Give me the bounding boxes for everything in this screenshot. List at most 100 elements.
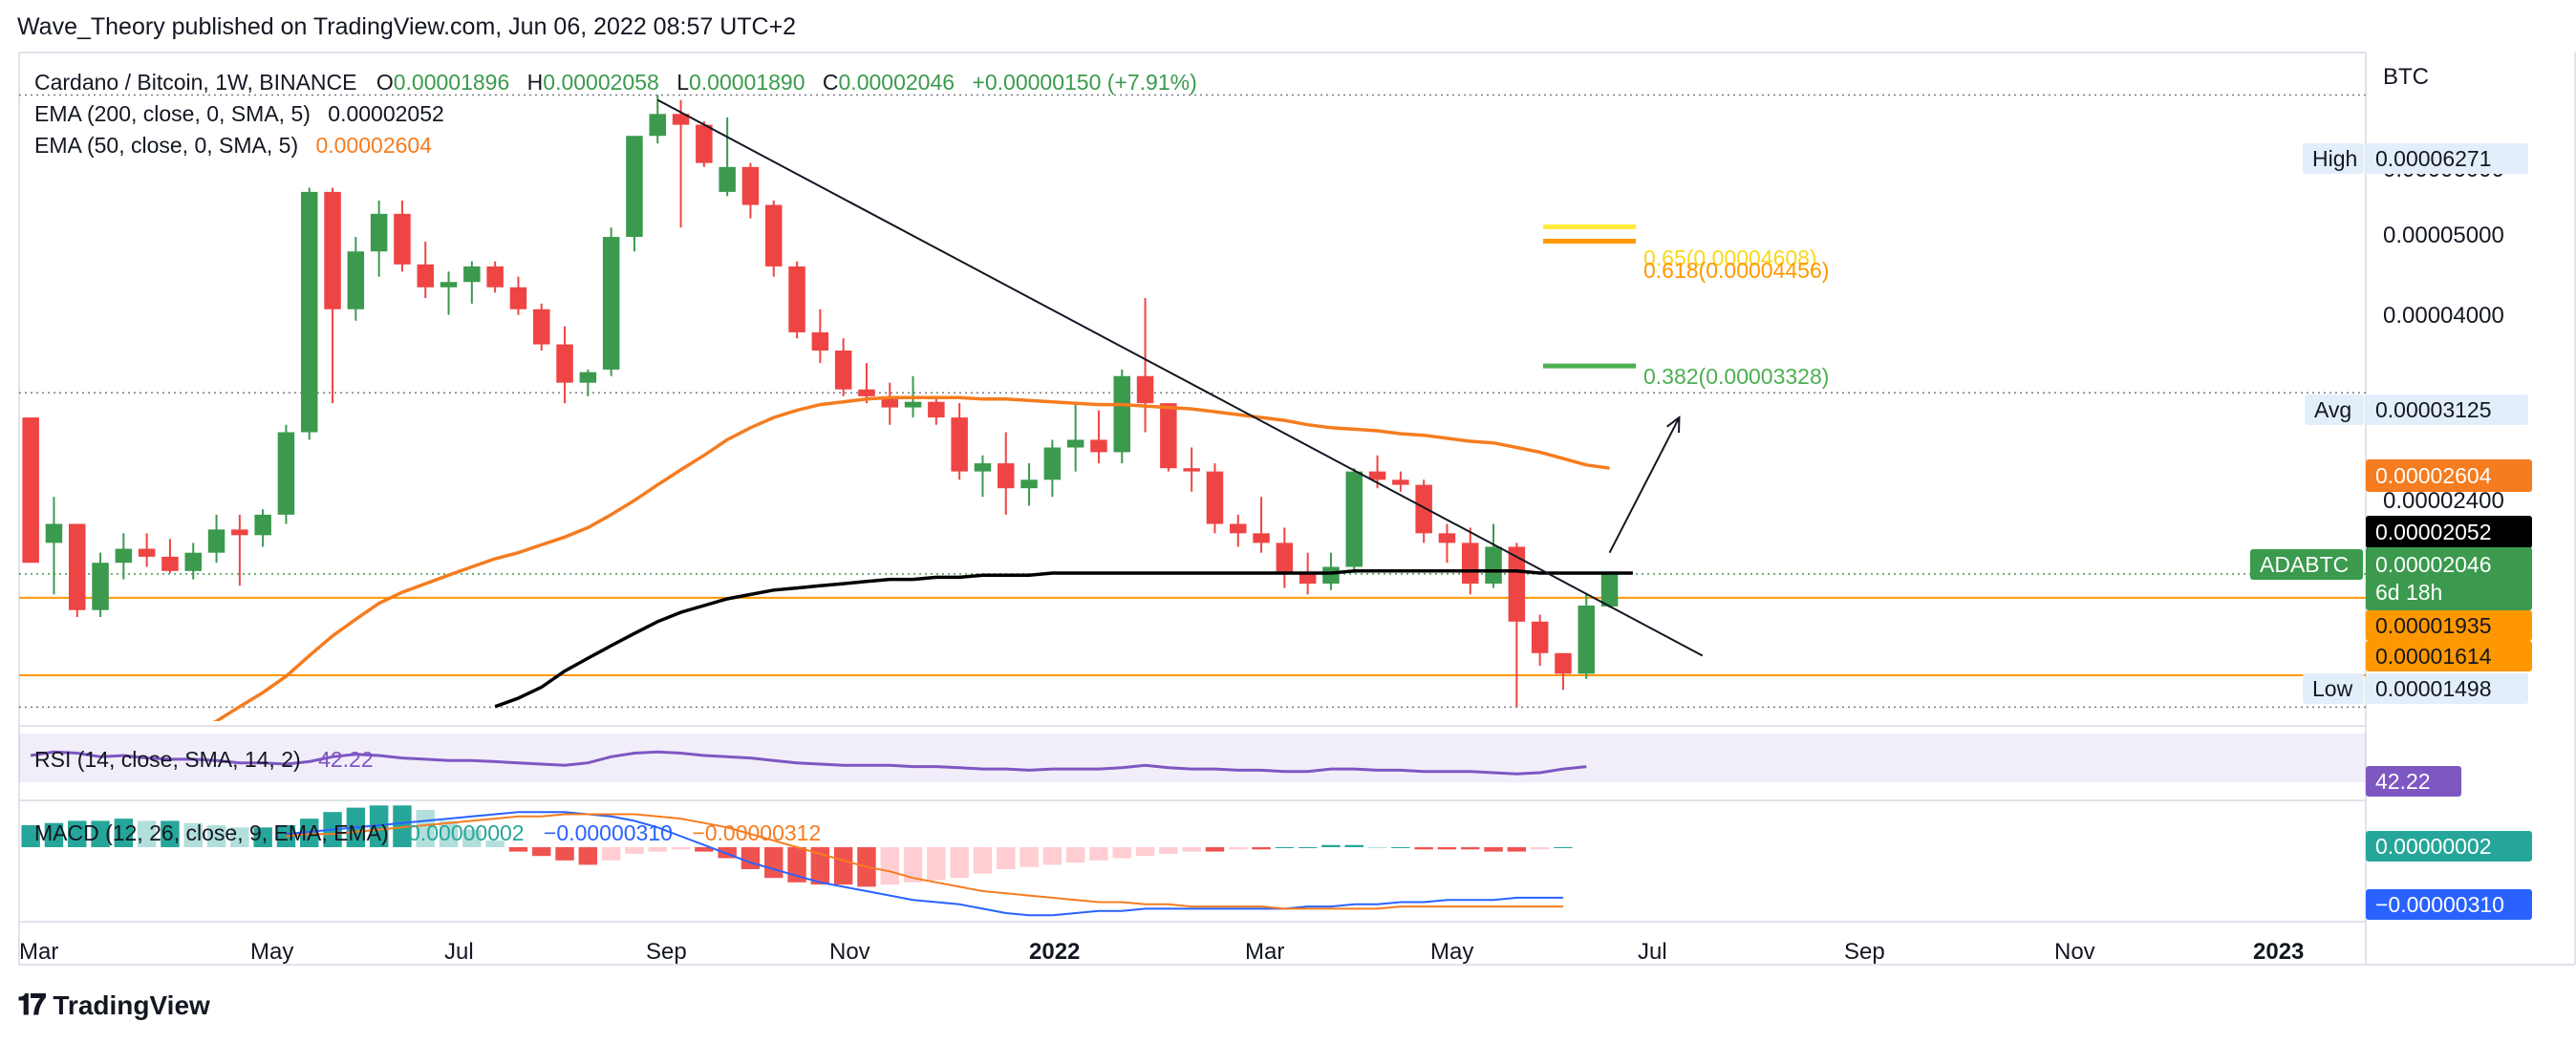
time-axis-label: Sep [646, 939, 687, 965]
macd-histogram-bar [1437, 847, 1457, 850]
time-axis-label: 2023 [2253, 939, 2304, 965]
line2-tag: 0.00001614 [2375, 644, 2492, 669]
open-value: 0.00001896 [394, 70, 510, 95]
candle-body [301, 191, 318, 433]
candle-body [556, 344, 573, 383]
time-axis-label: Nov [2054, 939, 2095, 965]
legend-macd[interactable]: MACD (12, 26, close, 9, EMA, EMA) 0.0000… [34, 820, 821, 845]
candle-body [579, 372, 597, 383]
macd-histogram-bar [1275, 847, 1295, 848]
candle-body [138, 548, 156, 557]
candle-body [1276, 543, 1294, 574]
publisher-line: Wave_Theory published on TradingView.com… [17, 13, 797, 40]
low-tag-value: 0.00001498 [2375, 676, 2492, 701]
macd-histogram-bar [91, 820, 110, 847]
candle-body [347, 251, 365, 309]
projection-arrow [1608, 416, 1681, 554]
candle-body [649, 114, 666, 137]
avg-tag-value: 0.00003125 [2375, 397, 2492, 422]
candle-body [184, 552, 202, 571]
macd-histogram-bar [1065, 847, 1085, 863]
macd-histogram-bar [44, 822, 64, 847]
candle-body [207, 529, 225, 553]
price-scale[interactable]: 0.000060000.000050000.000040000.00003000… [2250, 143, 2532, 920]
candle-body [719, 166, 736, 192]
candle-body [463, 266, 481, 283]
rsi-value: 42.22 [318, 747, 374, 772]
candle-body [1253, 533, 1270, 543]
ema50-tag-bg [2366, 459, 2532, 492]
macd-histogram-bar [416, 809, 435, 847]
candle-body [45, 523, 63, 543]
candle-body [858, 389, 875, 396]
candle-body [1136, 375, 1154, 404]
candle-body [1113, 375, 1130, 453]
candle-body [765, 204, 783, 266]
candle-body [1043, 447, 1062, 480]
time-axis-label: 2022 [1029, 939, 1080, 965]
close-value: 0.00002046 [839, 70, 955, 95]
candle-body [1392, 479, 1409, 485]
macd-histogram-bar [1414, 847, 1433, 850]
time-axis-label: Mar [19, 939, 58, 965]
candle-body [254, 514, 271, 536]
candle-body [1322, 566, 1340, 585]
macd-histogram-bar [1252, 847, 1271, 850]
candle-body [277, 432, 295, 515]
candle-body [1020, 479, 1038, 489]
candle-body [115, 548, 133, 564]
macd-histogram-bar [1461, 847, 1480, 850]
candle-body [394, 213, 411, 265]
candle-body [788, 266, 805, 332]
ema200-tag-bg [2366, 516, 2532, 548]
ema50-value: 0.00002604 [316, 133, 433, 158]
line2-tag-bg [2366, 641, 2532, 671]
macd-histogram-bar [253, 827, 272, 847]
trendline [656, 98, 1704, 657]
tradingview-logo-icon: 𝟏𝟕 [17, 990, 46, 1021]
price-tick-label: 0.00005000 [2383, 223, 2504, 248]
candle-body [1555, 652, 1572, 674]
candle-body [928, 401, 945, 418]
macd-histogram-bar [532, 847, 551, 857]
last-price-value: 0.00002046 [2375, 552, 2492, 577]
low-tag-label: Low [2312, 676, 2353, 701]
macd-line-tag-bg [2366, 889, 2532, 920]
time-axis-label: Sep [1844, 939, 1885, 965]
candle-body [696, 124, 713, 163]
tradingview-logo[interactable]: 𝟏𝟕 TradingView [17, 990, 210, 1022]
time-axis-label: Mar [1245, 939, 1284, 965]
candle-body [602, 237, 620, 370]
symbol-tag: ADABTC [2260, 552, 2349, 577]
time-axis: Mar May Jul Sep Nov 2022 Mar May Jul Sep Nov 2023 [19, 939, 2304, 965]
legend-line-1: Cardano / Bitcoin, 1W, BINANCE O0.000018… [34, 70, 1197, 95]
macd-histogram-bar [741, 847, 761, 869]
fib-label-0618: 0.618(0.00004456) [1643, 258, 1829, 283]
candle-body [1438, 533, 1456, 543]
macd-hist-tag-bg [2366, 831, 2532, 862]
candle-body [370, 213, 388, 252]
candle-body [974, 463, 992, 472]
macd-hist-value: 0.00000002 [408, 820, 525, 845]
macd-histogram-bar [1367, 847, 1387, 848]
time-axis-label: Nov [829, 939, 870, 965]
legend-rsi[interactable]: RSI (14, close, SMA, 14, 2) 42.22 [34, 747, 374, 772]
candle-body [1206, 471, 1224, 524]
macd-histogram-bar [1020, 847, 1039, 867]
rsi-line [30, 750, 1587, 776]
legend-ema50[interactable]: EMA (50, close, 0, SMA, 5) 0.00002604 [34, 133, 432, 158]
macd-histogram-bar [1135, 847, 1155, 857]
macd-histogram-bar [1298, 847, 1318, 848]
arrow-head-icon [1666, 415, 1681, 434]
candle-body [69, 523, 86, 610]
macd-histogram-bar [161, 820, 180, 847]
macd-histogram-bar [183, 822, 203, 847]
ema50-tag: 0.00002604 [2375, 463, 2492, 488]
line1-tag-bg [2366, 610, 2532, 641]
candle-body [626, 136, 643, 238]
macd-histogram-bar [973, 847, 993, 874]
legend-ema200[interactable]: EMA (200, close, 0, SMA, 5) 0.00002052 [34, 101, 444, 126]
macd-histogram-bar [300, 819, 319, 847]
candle-body [533, 309, 550, 345]
